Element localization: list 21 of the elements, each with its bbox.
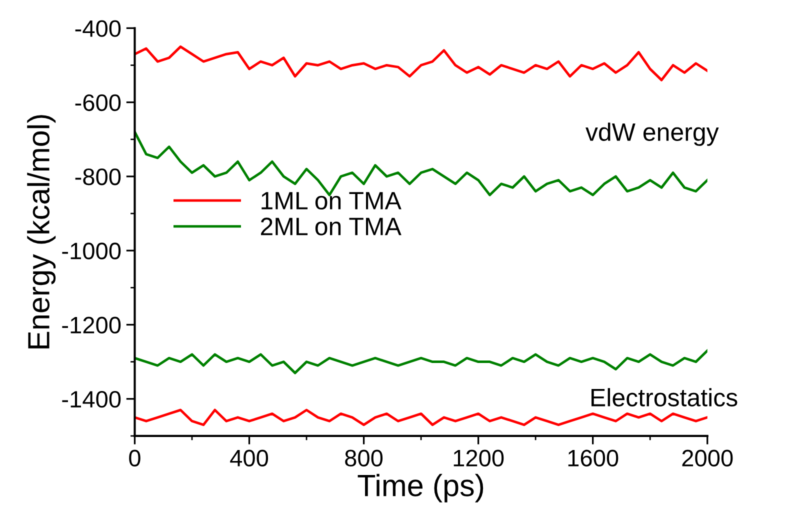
y-tick-label: -600 (75, 94, 121, 112)
y-tick-label: -1200 (62, 316, 121, 334)
x-tick-label: 0 (129, 450, 140, 466)
line-series (134, 349, 708, 374)
x-axis-title: Time (ps) (358, 474, 484, 502)
line-series (134, 408, 708, 426)
y-axis-title: Energy (kcal/mol) (27, 115, 56, 348)
x-tick-label: 2000 (682, 450, 733, 466)
annotation: vdW energy (586, 122, 719, 146)
x-tick-label: 800 (345, 450, 383, 466)
legend-label: 1ML on TMA (262, 192, 402, 210)
y-tick-label: -400 (75, 20, 121, 37)
line-series (134, 45, 708, 82)
y-tick-label: -1000 (62, 242, 121, 260)
x-tick-label: 1600 (568, 450, 618, 466)
y-tick-label: -800 (75, 168, 121, 186)
y-tick-label: -1400 (62, 390, 121, 408)
x-tick-label: 1200 (454, 450, 504, 466)
legend-label: 2ML on TMA (260, 218, 402, 236)
annotation: Electrostatics (592, 388, 738, 406)
x-tick-label: 400 (230, 450, 268, 466)
